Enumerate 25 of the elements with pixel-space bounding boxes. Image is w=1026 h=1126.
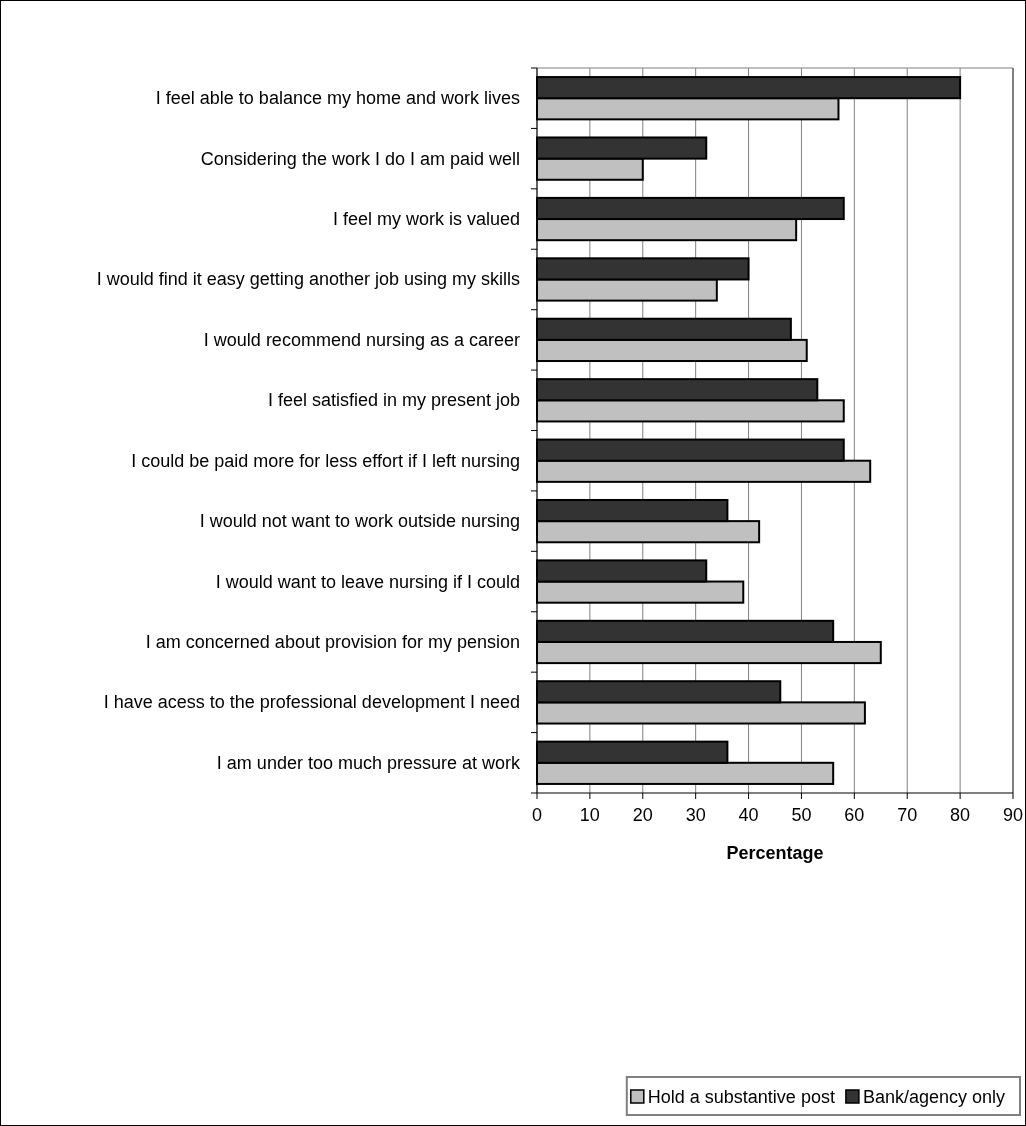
- x-tick-label: 0: [531, 805, 543, 825]
- x-tick-label: 80: [950, 805, 971, 825]
- y-tick-label: I would not want to work outside nursing: [199, 511, 520, 532]
- x-tick-label: 70: [897, 805, 918, 825]
- x-tick-label: 50: [791, 805, 812, 825]
- x-tick-label: 10: [579, 805, 600, 825]
- y-tick-label: I am under too much pressure at work: [216, 752, 521, 773]
- y-tick-label: I would find it easy getting another job using my skills: [96, 269, 520, 290]
- y-tick-label: I would recommend nursing as a career: [203, 329, 520, 350]
- y-tick-label: I have acess to the professional development I need: [103, 692, 520, 713]
- x-tick-label: 60: [844, 805, 865, 825]
- x-tick-label: 30: [685, 805, 706, 825]
- y-tick-label: Considering the work I do I am paid well: [200, 148, 520, 169]
- y-tick-label: I feel my work is valued: [332, 209, 520, 230]
- legend-label: Bank/agency only: [862, 1087, 1005, 1107]
- x-tick-label: 40: [738, 805, 759, 825]
- y-tick-label: I could be paid more for less effort if I left nursing: [131, 450, 520, 471]
- y-tick-label: I would want to leave nursing if I could: [215, 571, 520, 592]
- y-tick-label: I feel satisfied in my present job: [267, 390, 520, 411]
- legend-label: Hold a substantive post: [647, 1087, 835, 1107]
- x-tick-label: 20: [632, 805, 653, 825]
- y-tick-label: I feel able to balance my home and work lives: [155, 88, 520, 109]
- x-axis-title: Percentage: [726, 843, 824, 863]
- x-tick-label: 90: [1002, 805, 1024, 825]
- y-tick-label: I am concerned about provision for my pension: [145, 631, 520, 652]
